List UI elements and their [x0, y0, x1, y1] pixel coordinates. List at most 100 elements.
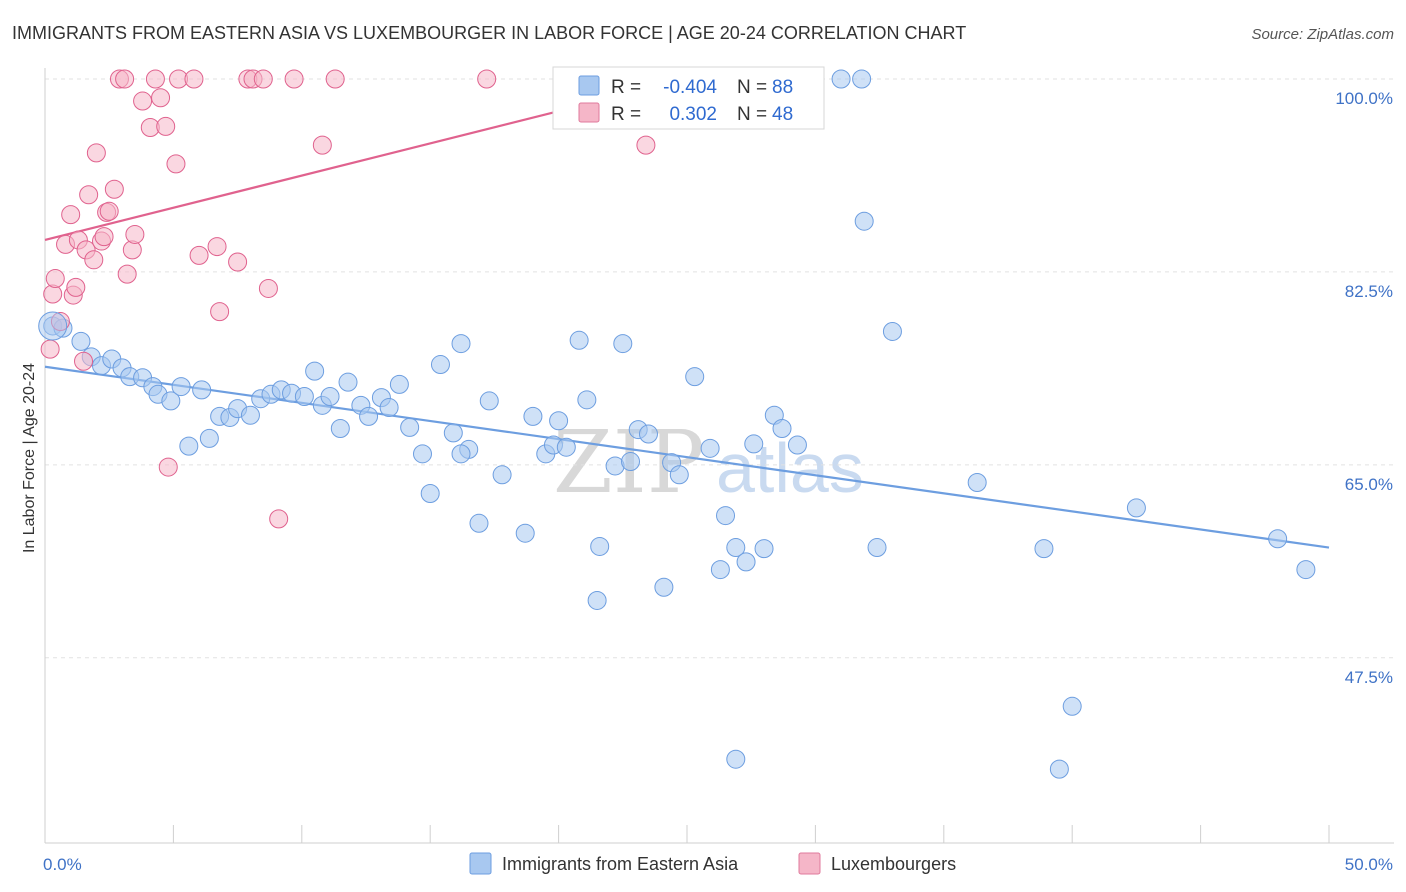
point-eastern-asia — [613, 334, 633, 354]
point-eastern-asia — [412, 444, 432, 464]
point-eastern-asia — [1126, 498, 1146, 518]
point-luxembourgers — [79, 185, 99, 205]
point-eastern-asia — [654, 577, 674, 597]
point-eastern-asia — [479, 391, 499, 411]
point-luxembourgers — [269, 509, 289, 529]
point-luxembourgers — [184, 69, 204, 89]
point-luxembourgers — [325, 69, 345, 89]
point-luxembourgers — [189, 245, 209, 265]
axes: 0.0% 50.0% — [43, 68, 1394, 874]
point-eastern-asia — [515, 523, 535, 543]
point-eastern-asia — [590, 536, 610, 556]
point-eastern-asia — [577, 390, 597, 410]
point-eastern-asia — [685, 367, 705, 387]
point-eastern-asia — [443, 423, 463, 443]
point-eastern-asia — [199, 428, 219, 448]
point-eastern-asia — [831, 69, 851, 89]
stats-n-value-luxembourgers: 48 — [772, 104, 793, 125]
watermark: ZIP atlas — [553, 413, 864, 513]
point-eastern-asia — [852, 69, 872, 89]
point-eastern-asia — [710, 560, 730, 580]
point-luxembourgers — [45, 269, 65, 289]
point-eastern-asia — [967, 472, 987, 492]
x-tick-label: 50.0% — [1345, 855, 1393, 874]
stats-swatch-luxembourgers — [578, 102, 600, 123]
data-points — [38, 69, 1316, 779]
point-eastern-asia — [379, 398, 399, 418]
point-luxembourgers — [133, 91, 153, 111]
point-eastern-asia — [420, 484, 440, 504]
legend-swatch-luxembourgers — [798, 852, 821, 875]
point-cluster-eastern-asia — [38, 311, 68, 341]
point-eastern-asia — [1296, 560, 1316, 580]
point-luxembourgers — [228, 252, 248, 272]
point-eastern-asia — [736, 552, 756, 572]
point-eastern-asia — [726, 749, 746, 769]
stats-swatch-eastern-asia — [578, 75, 600, 96]
point-eastern-asia — [569, 330, 589, 350]
point-eastern-asia — [621, 452, 641, 472]
x-tick-label: 0.0% — [43, 855, 82, 874]
point-eastern-asia — [700, 438, 720, 458]
point-luxembourgers — [99, 201, 119, 221]
point-luxembourgers — [117, 264, 137, 284]
y-tick-label: 47.5% — [1345, 668, 1393, 687]
point-eastern-asia — [430, 355, 450, 375]
point-eastern-asia — [338, 372, 358, 392]
stats-n-value-eastern-asia: 88 — [772, 77, 793, 98]
source-label: Source: ZipAtlas.com — [1251, 26, 1394, 43]
point-eastern-asia — [1049, 759, 1069, 779]
point-eastern-asia — [854, 211, 874, 231]
point-eastern-asia — [787, 435, 807, 455]
legend-swatch-eastern-asia — [469, 852, 492, 875]
point-luxembourgers — [210, 302, 230, 322]
point-eastern-asia — [556, 437, 576, 457]
point-eastern-asia — [523, 406, 543, 426]
y-tick-label: 82.5% — [1345, 282, 1393, 301]
point-eastern-asia — [1062, 696, 1082, 716]
point-luxembourgers — [253, 69, 273, 89]
point-luxembourgers — [636, 135, 656, 155]
stats-r-label-eastern-asia: R = — [611, 77, 641, 98]
point-eastern-asia — [161, 391, 181, 411]
point-eastern-asia — [1268, 529, 1288, 549]
point-luxembourgers — [312, 135, 332, 155]
point-eastern-asia — [549, 411, 569, 431]
point-luxembourgers — [40, 339, 60, 359]
point-eastern-asia — [882, 321, 902, 341]
point-luxembourgers — [115, 69, 135, 89]
point-eastern-asia — [716, 506, 736, 526]
stats-r-value-luxembourgers: 0.302 — [669, 104, 717, 125]
point-eastern-asia — [330, 418, 350, 438]
point-luxembourgers — [145, 69, 165, 89]
point-eastern-asia — [192, 380, 212, 400]
y-tick-label: 65.0% — [1345, 475, 1393, 494]
trend-line-eastern-asia — [44, 365, 1330, 549]
point-eastern-asia — [451, 334, 471, 354]
grid: 100.0% 82.5% 65.0% 47.5% — [45, 78, 1394, 687]
y-tick-label: 100.0% — [1335, 89, 1393, 108]
point-eastern-asia — [867, 538, 887, 558]
point-eastern-asia — [389, 374, 409, 394]
point-eastern-asia — [754, 539, 774, 559]
point-luxembourgers — [74, 351, 94, 371]
point-luxembourgers — [156, 116, 176, 136]
point-eastern-asia — [669, 465, 689, 485]
point-eastern-asia — [71, 331, 91, 351]
point-luxembourgers — [207, 237, 227, 257]
stats-r-value-eastern-asia: -0.404 — [663, 77, 717, 98]
point-eastern-asia — [400, 417, 420, 437]
legend-label-luxembourgers: Luxembourgers — [831, 854, 956, 874]
point-eastern-asia — [359, 406, 379, 426]
chart-title: IMMIGRANTS FROM EASTERN ASIA VS LUXEMBOU… — [12, 23, 966, 43]
point-eastern-asia — [469, 513, 489, 533]
point-eastern-asia — [638, 424, 658, 444]
point-eastern-asia — [772, 418, 792, 438]
legend: Immigrants from Eastern Asia Luxembourge… — [469, 852, 956, 875]
point-eastern-asia — [451, 444, 471, 464]
point-eastern-asia — [492, 465, 512, 485]
point-luxembourgers — [477, 69, 497, 89]
point-eastern-asia — [587, 590, 607, 610]
point-luxembourgers — [158, 457, 178, 477]
